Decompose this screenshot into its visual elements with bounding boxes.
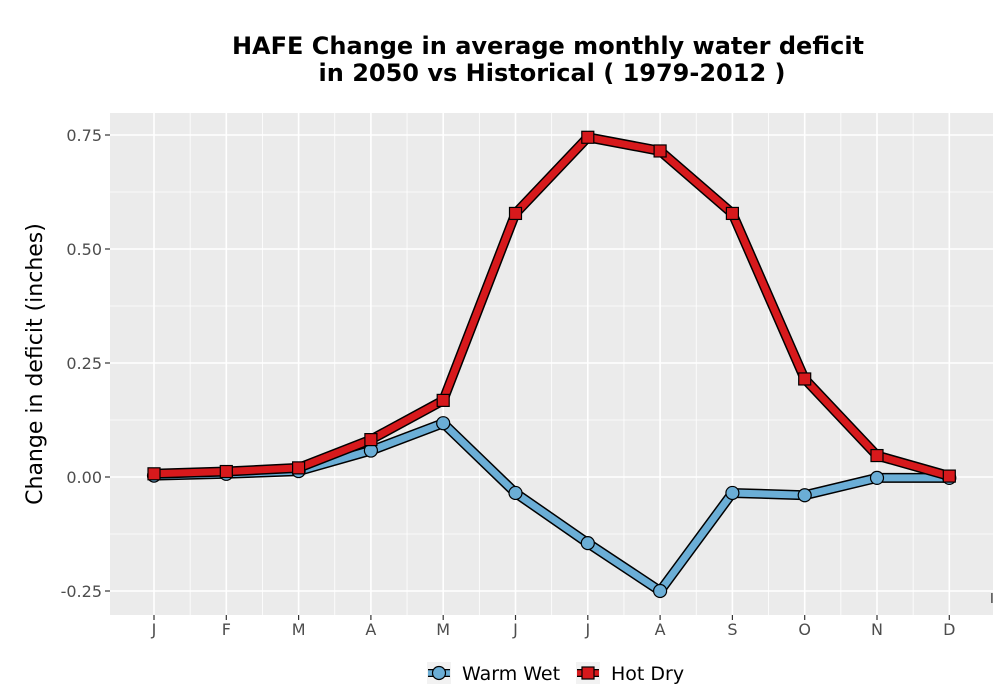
x-tick-label: S [727,620,737,639]
chart-title-line1: HAFE Change in average monthly water def… [232,32,864,60]
x-tick-label: M [436,620,450,639]
data-point [725,206,740,221]
x-tick-label: J [512,620,518,639]
x-tick-label: J [584,620,590,639]
data-point [869,470,885,486]
legend-label: Hot Dry [611,663,684,685]
data-point [436,416,451,431]
data-point [436,393,450,407]
series-layer [146,130,957,599]
data-point [508,206,523,221]
chart-title-line2: in 2050 vs Historical ( 1979-2012 ) [319,59,786,87]
legend: Warm Wet Hot Dry [427,662,684,685]
x-tick-label: J [151,620,157,639]
data-point [292,461,306,475]
data-point [725,485,740,501]
x-tick-label: D [943,620,955,639]
legend-item-warm-wet: Warm Wet [427,662,560,685]
x-tick-label: N [871,620,883,639]
legend-label: Warm Wet [462,663,560,685]
y-tick-label: -0.25 [61,582,102,601]
x-tick-label: A [655,620,666,639]
data-point [580,536,595,551]
data-point [797,488,812,503]
data-point [870,448,884,463]
x-tick-label: O [798,620,811,639]
y-tick-label: 0.00 [66,468,102,487]
x-tick-label: F [222,620,231,639]
data-point [219,464,233,479]
y-tick-label: 0.50 [66,240,102,259]
series-hot-dry [147,130,956,483]
data-point [652,583,668,599]
series-line [150,133,953,480]
legend-item-hot-dry: Hot Dry [576,662,684,685]
corner-mark: I [990,592,994,607]
data-point [508,485,523,501]
data-point [942,469,956,483]
axis-labels: -0.25 0.00 0.25 0.50 0.75 J F M A M J J A S O N D [61,126,956,639]
y-axis-title: Change in deficit (inches) [23,223,48,505]
data-point [798,372,812,386]
x-tick-label: A [365,620,376,639]
data-point [653,144,667,158]
data-point [581,130,595,144]
y-tick-label: 0.25 [66,354,102,373]
y-tick-label: 0.75 [66,126,102,145]
legend-key-marker [581,666,595,680]
data-point [364,433,378,447]
data-point [147,467,161,481]
legend-key-marker [431,665,447,681]
x-tick-label: M [292,620,306,639]
grid-lines [110,113,993,615]
